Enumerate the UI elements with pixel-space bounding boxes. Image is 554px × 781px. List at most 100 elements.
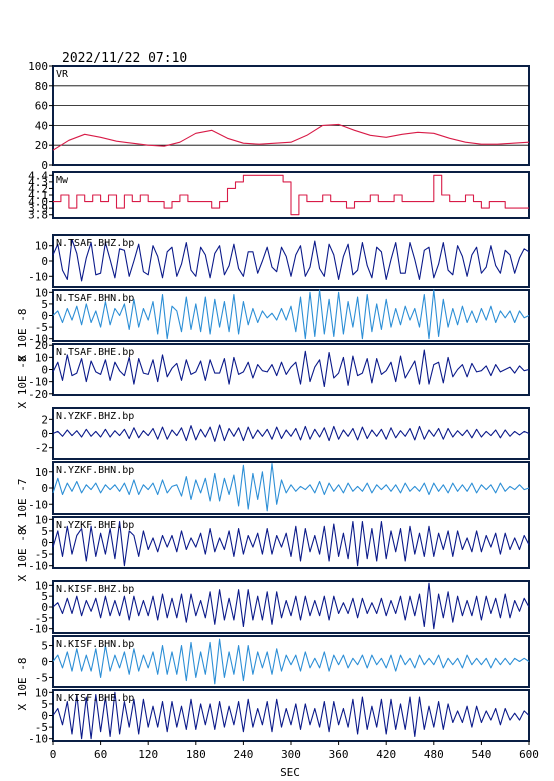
y-tick-label: 10 [35, 240, 48, 253]
y-tick-label: 0 [41, 364, 48, 377]
x-tick-label: 420 [376, 748, 396, 761]
x-axis-label: SEC [280, 766, 300, 779]
y-tick-label: 4.0 [28, 196, 48, 209]
y-tick-label: -5 [35, 321, 48, 334]
x-tick-label: 600 [519, 748, 539, 761]
x-tick-label: 360 [329, 748, 349, 761]
y-tick-label: 10 [35, 579, 48, 592]
y-tick-label: 10 [35, 466, 48, 479]
trace-tsaf_bhn [52, 289, 530, 340]
trace-yzkf_bhz [52, 424, 530, 442]
x-tick-label: 180 [186, 748, 206, 761]
y-tick-label: -2 [35, 442, 48, 455]
y-tick-label: 4.1 [28, 189, 48, 202]
trace-kisf_bhz [52, 582, 530, 630]
x-tick-label: 60 [94, 748, 107, 761]
y-tick-label: 20 [35, 139, 48, 152]
trace-vr [52, 123, 530, 151]
panel-yzkf_bhz: -20 2 N.YZKF.BHZ.bp [35, 407, 530, 460]
y-tick-label: 0 [41, 601, 48, 614]
y-tick-label: 0 [41, 255, 48, 268]
y-tick-label: -5 [35, 548, 48, 561]
y-tick-label: 3.9 [28, 202, 48, 215]
x-tick-label: 120 [138, 748, 158, 761]
y-axis-labels: X 10E -8X 10E -8X 10E -7X 10E -8X 10E -8 [16, 309, 29, 711]
x-tick-label: 300 [281, 748, 301, 761]
y-tick-label: 4.4 [28, 169, 48, 182]
x-tick-label: 0 [50, 748, 57, 761]
panel-tsaf_bhz: -10 0 10 N.TSAF.BHZ.bp [28, 234, 530, 288]
panel-label-tsaf_bhe: N.TSAF.BHE.bp [56, 347, 134, 358]
panel-kisf_bhn: -5 0 5 N.KISF.BHN.bp [35, 635, 530, 688]
panel-label-tsaf_bhz: N.TSAF.BHZ.bp [56, 238, 134, 249]
panel-yzkf_bhn: -10 0 10 N.YZKF.BHN.bp [28, 461, 530, 515]
y-tick-label: 2 [41, 413, 48, 426]
panel-label-kisf_bhn: N.KISF.BHN.bp [56, 639, 134, 650]
x-tick-label: 240 [233, 748, 253, 761]
y-tick-label: 0 [41, 710, 48, 723]
y-tick-label: 0 [41, 428, 48, 441]
y-tick-label: 40 [35, 119, 48, 132]
y-unit-label: X 10E -7 [16, 479, 29, 532]
y-tick-label: 60 [35, 100, 48, 113]
panel-mw: 3.83.94.04.14.24.34.4 Mw [28, 169, 530, 222]
y-tick-label: -10 [28, 560, 48, 573]
panel-label-mw: Mw [56, 175, 69, 186]
y-tick-label: 5 [41, 640, 48, 653]
panel-label-yzkf_bhn: N.YZKF.BHN.bp [56, 465, 134, 476]
y-unit-label: X 10E -8 [16, 658, 29, 711]
y-tick-label: 20 [35, 339, 48, 352]
trace-yzkf_bhn [52, 463, 530, 512]
y-tick-label: 10 [35, 513, 48, 526]
y-tick-label: 0 [41, 537, 48, 550]
y-tick-label: 0 [41, 159, 48, 172]
y-tick-label: 5 [41, 590, 48, 603]
y-tick-label: -5 [35, 612, 48, 625]
panel-label-tsaf_bhn: N.TSAF.BHN.bp [56, 293, 134, 304]
y-tick-label: -10 [28, 733, 48, 746]
y-tick-label: 4.2 [28, 182, 48, 195]
panel-label-vr: VR [56, 69, 69, 80]
trace-tsaf_bhz [52, 239, 530, 282]
y-tick-label: -5 [35, 671, 48, 684]
y-tick-label: -5 [35, 721, 48, 734]
trace-kisf_bhn [52, 638, 530, 685]
y-tick-label: 80 [35, 80, 48, 93]
x-axis: 0 60 120 180 240 300 360 420 480 540 600 [50, 741, 539, 761]
trace-kisf_bhe [52, 691, 530, 740]
y-tick-label: -20 [28, 388, 48, 401]
y-tick-label: 0 [41, 482, 48, 495]
y-tick-label: 3.8 [28, 209, 48, 222]
panel-vr: 0 20 40 60 80 100 VR [28, 60, 530, 172]
y-tick-label: 10 [35, 286, 48, 299]
y-tick-label: -10 [28, 623, 48, 636]
panel-label-kisf_bhz: N.KISF.BHZ.bp [56, 584, 134, 595]
y-tick-label: 0 [41, 656, 48, 669]
y-unit-label: X 10E -8 [16, 356, 29, 409]
x-tick-label: 540 [471, 748, 491, 761]
y-tick-label: 4.3 [28, 176, 48, 189]
panel-label-yzkf_bhe: N.YZKF.BHE.bp [56, 520, 134, 531]
y-tick-label: 0 [41, 310, 48, 323]
y-tick-label: 5 [41, 698, 48, 711]
figure-title: 2022/11/22 07:10 [62, 51, 187, 66]
y-tick-label: 100 [28, 60, 48, 73]
y-tick-label: 5 [41, 298, 48, 311]
trace-yzkf_bhe [52, 521, 530, 567]
panel-label-kisf_bhe: N.KISF.BHE.bp [56, 693, 134, 704]
y-unit-label: X 10E -8 [16, 529, 29, 582]
panel-frame [52, 65, 530, 166]
panel-label-yzkf_bhz: N.YZKF.BHZ.bp [56, 411, 134, 422]
y-tick-label: 5 [41, 525, 48, 538]
x-tick-label: 480 [424, 748, 444, 761]
y-tick-label: -10 [28, 376, 48, 389]
y-tick-label: 10 [35, 351, 48, 364]
y-tick-label: 10 [35, 686, 48, 699]
